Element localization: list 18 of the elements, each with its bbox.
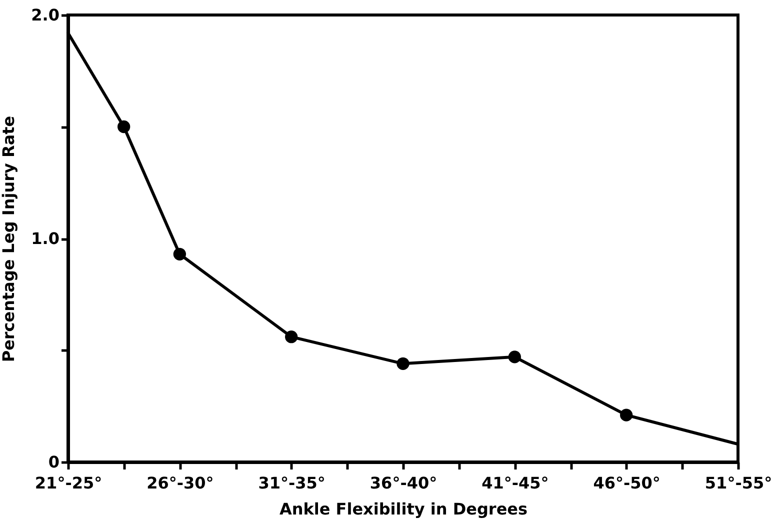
y-tick-label: 1.0 bbox=[31, 229, 60, 248]
x-tick-label: 46°-50° bbox=[593, 474, 660, 492]
y-tick-label: 2.0 bbox=[31, 6, 60, 24]
y-tick-label: 0 bbox=[48, 452, 60, 472]
point bbox=[118, 120, 130, 134]
x-tick-label: 26°-30° bbox=[146, 474, 214, 492]
point bbox=[620, 408, 633, 422]
point bbox=[285, 330, 298, 344]
x-tick-label: 36°-40° bbox=[370, 474, 438, 492]
point bbox=[173, 248, 186, 260]
y-axis-title: Percentage Leg Injury Rate bbox=[0, 116, 18, 362]
point bbox=[396, 357, 410, 370]
x-tick-label: 41°-45° bbox=[482, 474, 549, 492]
x-tick-label: 21°-25° bbox=[34, 474, 102, 492]
x-axis-title: Ankle Flexibility in Degrees bbox=[279, 500, 528, 518]
x-tick-label: 31°-35° bbox=[258, 474, 326, 492]
x-tick-label: 51°-55° bbox=[704, 474, 772, 492]
point bbox=[508, 350, 521, 364]
